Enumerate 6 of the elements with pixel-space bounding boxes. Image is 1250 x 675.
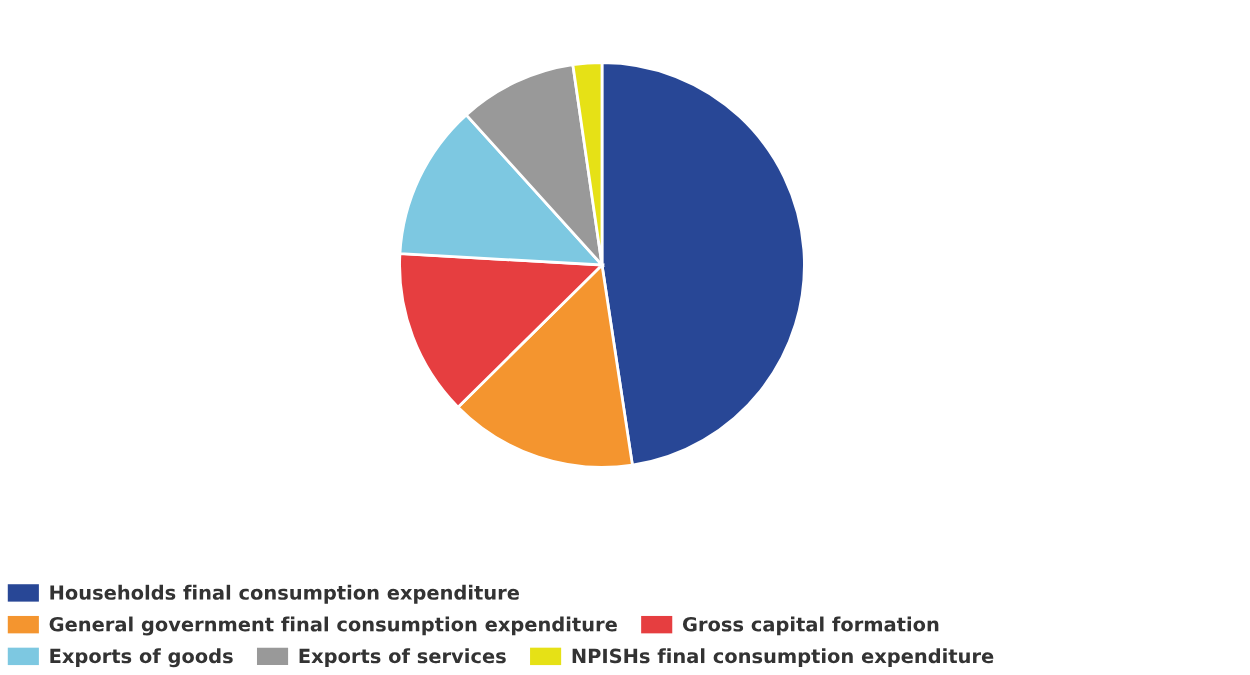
legend-label: General government final consumption expenditure: [49, 616, 617, 636]
legend-label: Gross capital formation: [682, 616, 939, 636]
legend-label: Households final consumption expenditure: [50, 584, 519, 604]
legend-label: Exports of services: [299, 648, 506, 668]
legend-label: Exports of goods: [50, 648, 233, 668]
legend-label: NPISHs final consumption expenditure: [572, 648, 994, 668]
